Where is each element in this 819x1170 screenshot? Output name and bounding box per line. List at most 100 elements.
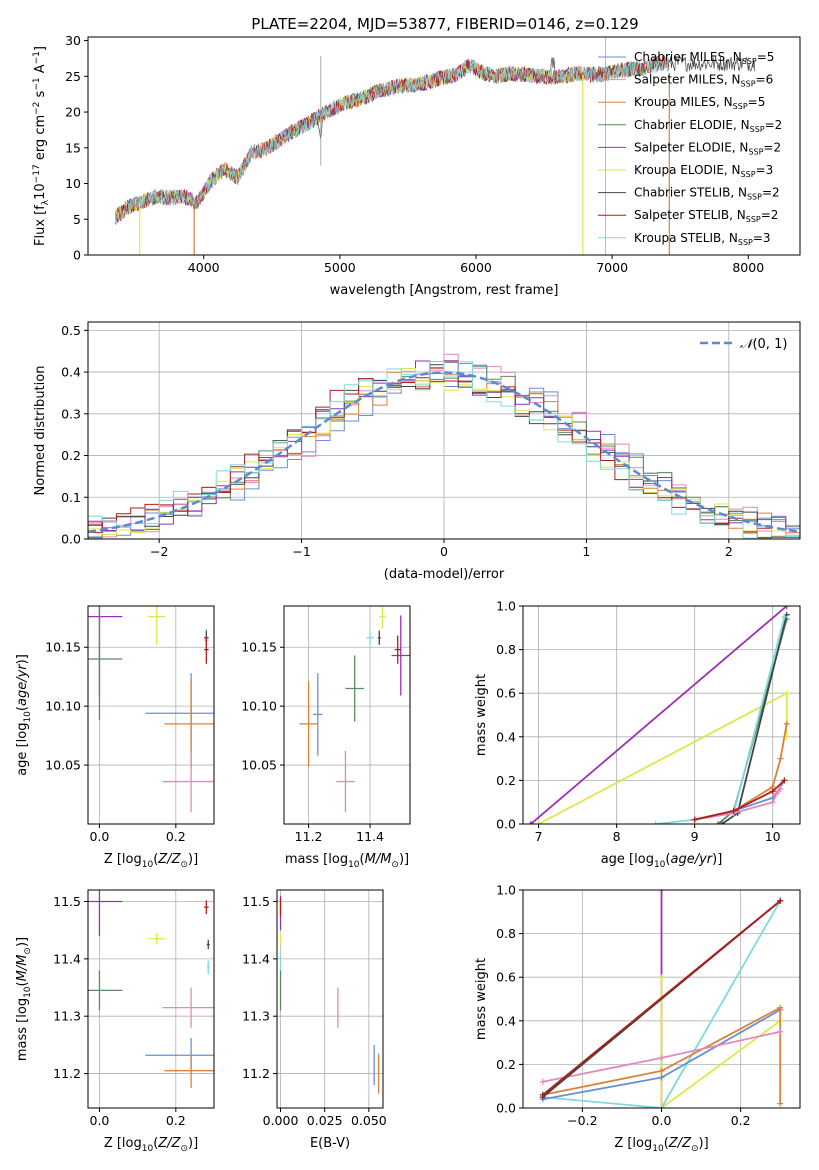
cum_mass_age-marker-7 [777,786,784,793]
mass_vs_ebv-ytick-label: 11.3 [242,1009,270,1024]
residuals-panel: −2 −1 0 1 2 0.0 0.1 0.2 0.3 0.4 0.5 (data-model)/er… [33,321,801,582]
cum_mass_age-marker-4 [652,821,659,824]
cum_mass_age-marker-6 [777,755,784,762]
mass_vs_Z-xtick-label: 0.2 [166,1113,186,1128]
spectrum-ytick-label: 0 [73,248,81,263]
cum_mass_age-xlabel: age [log10(age/yr)] [601,852,723,870]
cum_mass_age-series-8 [694,779,786,821]
gaussian-curve [88,371,800,533]
age_vs_Z-ytick-label: 10.05 [45,758,81,773]
legend-label-6: Chabrier STELIB, NSSP=2 [634,186,780,202]
residuals-xlabel: (data-model)/error [384,567,505,582]
cum_mass_Z-marker-8 [777,897,784,904]
residuals-ylabel: Normed distribution [33,366,48,496]
spectrum-frame [87,36,801,256]
cum_mass_age-xtick-label: 9 [691,829,699,844]
legend-label-2: Kroupa MILES, NSSP=5 [634,95,765,111]
legend-label-5: Kroupa ELODIE, NSSP=3 [634,163,773,179]
cum_mass_age-marker-8 [781,777,788,784]
legend-label-3: Chabrier ELODIE, NSSP=2 [634,118,782,134]
legend-label-gaussian: 𝒩(0, 1) [740,337,787,352]
legend-label-7: Salpeter STELIB, NSSP=2 [634,208,778,224]
mass_vs_ebv-xlabel: E(B-V) [310,1136,350,1151]
mass_vs_Z-frame [87,889,215,1109]
cum_mass_age-ytick-label: 1.0 [496,599,516,614]
age_vs_Z-frame [87,605,215,825]
spectrum-ytick-label: 15 [65,140,81,155]
mass_vs_Z-ylabel: mass [log10(M/M⊙)] [15,937,33,1061]
legend-label-1: Salpeter MILES, NSSP=6 [634,73,773,89]
legend-label-8: Kroupa STELIB, NSSP=3 [634,231,771,247]
spectrum-ytick-label: 25 [65,69,81,84]
residual-hist-0 [88,364,800,538]
mass_vs_ebv-ytick-label: 11.5 [242,894,270,909]
mass_vs_ebv-xtick-label: 0.050 [351,1113,387,1128]
residual-hist-8 [88,361,800,539]
cum_mass_age-marker-0 [527,821,534,824]
mass_vs_ebv-xtick-label: 0.000 [263,1113,299,1128]
cum_mass_Z-ytick-label: 0.8 [496,926,516,941]
spectrum-ytick-label: 10 [65,176,81,191]
cum_mass_Z-marker-5 [539,1078,546,1085]
cum_mass_age-series-4 [655,616,786,824]
cum_mass_Z-marker-0 [658,890,665,893]
cum_mass_Z-ytick-label: 0.0 [496,1101,516,1116]
age_vs_Z-xtick-label: 0.0 [90,829,110,844]
residuals-ytick-label: 0.1 [61,490,81,505]
spectrum-xtick-label: 8000 [732,260,764,275]
cum_mass_age-xtick-label: 7 [535,829,543,844]
cum_mass_age-marker-8 [769,788,776,795]
age_vs_mass-panel: 11.2 11.4 10.05 10.10 10.15 mass [log10(M/M⊙)… [241,605,411,870]
spectrum-xtick-label: 7000 [596,260,628,275]
cum_mass_Z-series-2 [542,900,781,1108]
cum_mass_age-marker-2 [715,821,722,824]
cum_mass_Z-series-1 [660,977,781,1108]
mass_vs_ebv-frame [276,889,384,1109]
age_vs_mass-frame [283,605,411,825]
mass_vs_Z-ytick-label: 11.3 [53,1009,81,1024]
cum_mass_age-ytick-label: 0.0 [496,817,516,832]
mass_vs_Z-xtick-label: 0.0 [90,1113,110,1128]
mass_vs_ebv-xtick-label: 0.025 [307,1113,343,1128]
cum_mass_age-marker-0 [783,606,790,609]
residuals-xtick-label: 0 [440,544,448,559]
cum_mass_age-marker-7 [773,790,780,797]
cum_mass_Z-panel: −0.2 0.0 0.2 0.0 0.2 0.4 0.6 0.8 1.0 Z [log10(Z/Z… [474,883,801,1154]
cum_mass_Z-marker-4 [777,1004,784,1011]
residuals-ytick-label: 0.0 [61,532,81,547]
age_vs_mass-plot-area [299,606,410,813]
spectrum-ytick-label: 5 [73,212,81,227]
age_vs_mass-xtick-label: 11.2 [295,829,323,844]
residuals-xtick-label: −1 [292,544,310,559]
residuals-ytick-label: 0.3 [61,406,81,421]
cum_mass_Z-marker-4 [777,1100,784,1107]
age_vs_mass-ytick-label: 10.05 [241,758,277,773]
cum_mass_Z-xtick-label: 0.0 [652,1113,672,1128]
cum_mass_age-marker-8 [691,816,698,823]
cum_mass_Z-marker-5 [658,1054,665,1061]
age_vs_Z-ytick-label: 10.15 [45,640,81,655]
mass_vs_ebv-plot-area [279,895,380,1094]
mass_vs_Z-ytick-label: 11.2 [53,1066,81,1081]
cum_mass_age-series-0 [530,606,788,824]
mass_vs_Z-ytick-label: 11.4 [53,951,81,966]
legend-label-4: Salpeter ELODIE, NSSP=2 [634,140,781,156]
spectrum-xtick-label: 6000 [460,260,492,275]
cum_mass_Z-series-4 [542,1006,782,1104]
legend-label-0: Chabrier MILES, NSSP=5 [634,50,774,66]
mass_vs_ebv-panel: 0.000 0.025 0.050 11.2 11.3 11.4 11.5 E(B-V) [242,889,387,1151]
spectrum-ylabel: Flux [fλ10−17 erg cm−2 s−1 A−1] [32,46,51,246]
cum_mass_Z-marker-1 [658,974,665,981]
cum_mass_Z-plot-area [539,890,784,1108]
age_vs_Z-plot-area [88,606,214,813]
age_vs_Z-xtick-label: 0.2 [166,829,186,844]
residuals-xtick-label: 2 [725,544,733,559]
spectrum-series-8 [114,56,670,220]
cum_mass_Z-ytick-label: 0.2 [496,1057,516,1072]
cum_mass_age-frame [522,605,801,825]
cum_mass_Z-xtick-label: 0.2 [731,1113,751,1128]
residuals-plot-area [88,353,800,539]
age_vs_mass-xlabel: mass [log10(M/M⊙)] [285,852,409,870]
residuals-ytick-label: 0.5 [61,323,81,338]
cum_mass_age-xtick-label: 8 [613,829,621,844]
